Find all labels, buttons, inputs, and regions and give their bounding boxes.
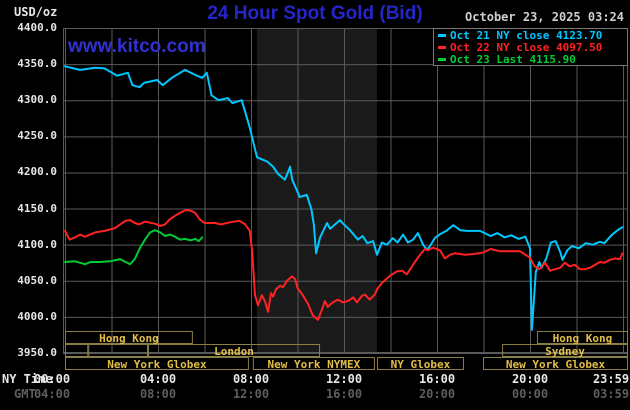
y-tick-label: 4300.0 <box>17 93 57 107</box>
series-line-oct23 <box>64 229 204 266</box>
gmt-tick-label: 03:59 <box>592 387 630 401</box>
session-label: New York Globex <box>107 357 207 371</box>
legend-swatch-green <box>438 58 446 61</box>
ny-time-tick-label: 23:59 <box>592 372 630 386</box>
y-tick-label: 4350.0 <box>17 57 57 71</box>
y-tick-label: 4200.0 <box>17 165 57 179</box>
y-tick-label: 4100.0 <box>17 237 57 251</box>
legend-label: Oct 21 NY close 4123.70 <box>450 29 603 42</box>
plot-border <box>63 28 628 353</box>
session-box-sydney <box>502 344 629 357</box>
legend-swatch-red <box>438 46 446 49</box>
session-box-hong-kong <box>536 331 628 344</box>
legend-entry-oct22: Oct 22 NY close 4097.50 <box>438 42 627 54</box>
series-line-oct22 <box>64 209 624 321</box>
y-tick-label: 4000.0 <box>17 309 57 323</box>
y-tick-label: 4400.0 <box>17 21 57 34</box>
x-axis-gmt-caption: GMT <box>14 387 36 401</box>
session-box-new-york-nymex <box>252 357 375 370</box>
gmt-tick-label: 04:00 <box>33 387 71 401</box>
legend-label: Oct 23 Last 4115.90 <box>450 53 576 66</box>
chart-legend: Oct 21 NY close 4123.70 Oct 22 NY close … <box>433 28 628 66</box>
ny-time-tick-label: 16:00 <box>418 372 456 386</box>
session-box-empty <box>65 344 89 357</box>
kitco-watermark-link[interactable]: www.kitco.com <box>68 36 206 57</box>
ny-time-tick-label: 04:00 <box>139 372 177 386</box>
gmt-tick-label: 16:00 <box>325 387 363 401</box>
session-box-empty <box>88 344 149 357</box>
y-tick-label: 4250.0 <box>17 129 57 143</box>
legend-entry-oct23: Oct 23 Last 4115.90 <box>438 54 627 66</box>
gmt-tick-label: 20:00 <box>418 387 456 401</box>
session-label: Sydney <box>545 344 585 358</box>
session-label: New York NYMEX <box>267 357 361 371</box>
chart-timestamp: October 23, 2025 03:24 <box>465 10 624 24</box>
y-tick-label: 4150.0 <box>17 201 57 215</box>
ny-time-tick-label: 20:00 <box>511 372 549 386</box>
session-label: Hong Kong <box>552 331 613 345</box>
legend-entry-oct21: Oct 21 NY close 4123.70 <box>438 30 627 42</box>
session-label: Hong Kong <box>99 331 159 345</box>
legend-swatch-cyan <box>438 34 446 37</box>
session-box-new-york-globex <box>483 357 628 370</box>
session-box-ny-globex <box>377 357 464 370</box>
session-box-hong-kong <box>65 331 193 344</box>
nymex-session-highlight-band <box>256 28 378 353</box>
session-box-london <box>148 344 321 357</box>
ny-time-tick-label: 08:00 <box>232 372 270 386</box>
legend-label: Oct 22 NY close 4097.50 <box>450 41 603 54</box>
y-tick-label: 3950.0 <box>17 346 57 359</box>
session-label: NY Globex <box>390 357 451 371</box>
session-label: London <box>214 344 254 358</box>
gmt-tick-label: 00:00 <box>511 387 549 401</box>
gmt-tick-label: 12:00 <box>232 387 270 401</box>
x-axis-nytime-caption: NY Time <box>2 372 53 386</box>
ny-time-tick-label: 12:00 <box>325 372 363 386</box>
y-axis-unit-label: USD/oz <box>14 5 58 19</box>
page-title: 24 Hour Spot Gold (Bid) <box>207 3 423 24</box>
y-tick-label: 4050.0 <box>17 273 57 287</box>
gmt-tick-label: 08:00 <box>139 387 177 401</box>
session-label: New York Globex <box>505 357 606 371</box>
session-box-new-york-globex <box>65 357 249 370</box>
ny-time-tick-label: 00:00 <box>33 372 71 386</box>
